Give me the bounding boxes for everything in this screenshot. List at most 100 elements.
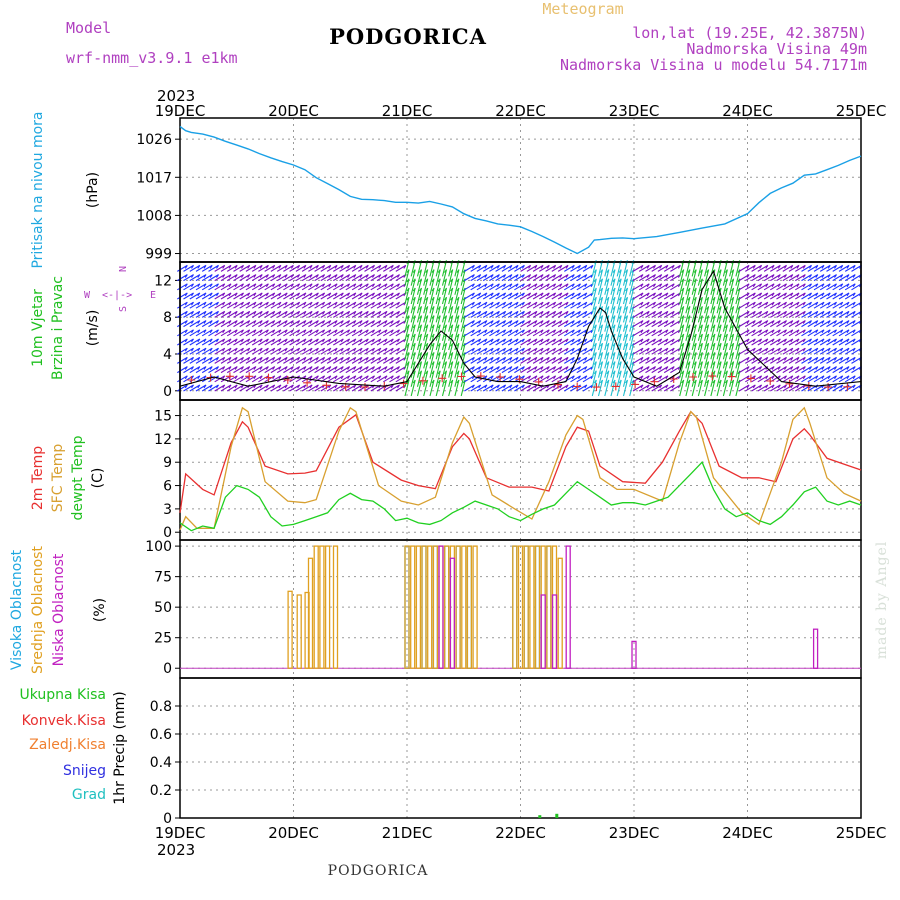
wind-barb [326,292,338,300]
wind-barb [476,338,488,346]
wind-barb [389,274,400,282]
wind-barb [489,375,500,383]
wind-barb [507,310,519,318]
wind-barb [545,347,557,355]
wind-barb [795,356,806,364]
wind-barb [570,366,581,374]
wind-barb [454,296,460,314]
wind-barb [745,338,756,346]
wind-barb [376,292,388,300]
wind-barb [691,269,697,286]
wind-barb [539,356,550,364]
x-tick-label-top: 19DEC [155,102,206,120]
wind-barb [189,310,201,318]
wind-barb [345,320,357,328]
wind-barb [738,356,750,364]
wind-barb [226,384,238,392]
wind-barb [214,301,226,309]
wind-barb [404,315,410,332]
wind-barb [201,283,213,291]
wind-barb [651,264,663,272]
wind-barb [770,384,781,392]
wind-barb [745,366,756,374]
wind-barb [722,379,728,397]
panel-frame [179,539,862,679]
wind-barb [476,310,488,318]
wind-dir-mark [322,381,331,390]
wind-barb [482,356,494,364]
wind-barb [476,283,488,291]
wind-barb [339,338,351,346]
wind-barb [489,384,500,392]
wind-barb [370,310,382,318]
wind-barb [801,347,812,355]
wind-barb [441,352,448,369]
wind-barb [539,366,550,374]
wind-barb [464,366,475,374]
wind-barb [314,366,326,374]
wind-barb [557,264,569,272]
wind-barb [826,375,837,383]
wind-barb [685,352,691,369]
wind-barb [657,264,669,272]
wind-barb [183,347,194,355]
wind-barb [489,329,500,337]
wind-barb [470,356,482,364]
wind-barb [788,264,800,272]
wind-barb [389,347,400,355]
wind-barb [514,264,525,272]
wind-barb [264,356,276,364]
wind-barb [429,324,435,341]
wind-barb [429,342,435,360]
wind-barb [383,366,394,374]
wind-barb [651,283,663,291]
wind-barb [738,301,750,309]
wind-barb [183,274,194,282]
wind-barb [745,375,756,383]
cloud-mid-bar [319,545,325,669]
wind-barb [264,320,276,328]
wind-barb [482,320,494,328]
wind-barb [632,366,644,374]
wind-barb [551,310,563,318]
wind-barb [788,292,800,300]
wind-barb [735,379,741,397]
wind-barb [195,292,207,300]
x-ticks-top: 19DEC 20DEC 21DEC 22DEC 23DEC 24DEC 25DEC [155,102,887,120]
wind-barb [651,366,663,374]
cloud-mid-bar [421,545,427,669]
wind-barb [819,301,831,309]
wind-barb [697,379,703,397]
wind-barb [526,329,538,337]
wind-barb [220,366,232,374]
cloud-mid-bar [410,545,416,669]
wind-barb [370,264,382,272]
wind-barb [239,356,251,364]
wind-compass: N W E <-|-> S [84,266,156,312]
wind-barb [844,356,856,364]
wind-barb [441,379,448,397]
wind-barb [214,347,226,355]
wind-barb [691,370,697,387]
x-tick-label-top: 24DEC [722,102,773,120]
wind-barb [844,320,856,328]
wind-barb [729,287,735,305]
y-tick-label: 1026 [136,132,172,148]
wind-barb [358,338,369,346]
cloud-mid-bar [307,557,314,669]
wind-barb [564,366,575,374]
wind-barb [591,296,597,314]
wind-barb [832,347,844,355]
wind-barb [539,320,550,328]
wind-barb [345,329,357,337]
wind-barb [679,269,685,286]
wind-barb [276,292,288,300]
wind-barb [526,301,538,309]
wind-barb [364,283,375,291]
wind-barb [376,384,388,392]
wind-barb [557,310,569,318]
wind-barb [645,274,656,282]
wind-barb [576,375,588,383]
wind-barb [651,347,663,355]
wind-barb [276,320,288,328]
